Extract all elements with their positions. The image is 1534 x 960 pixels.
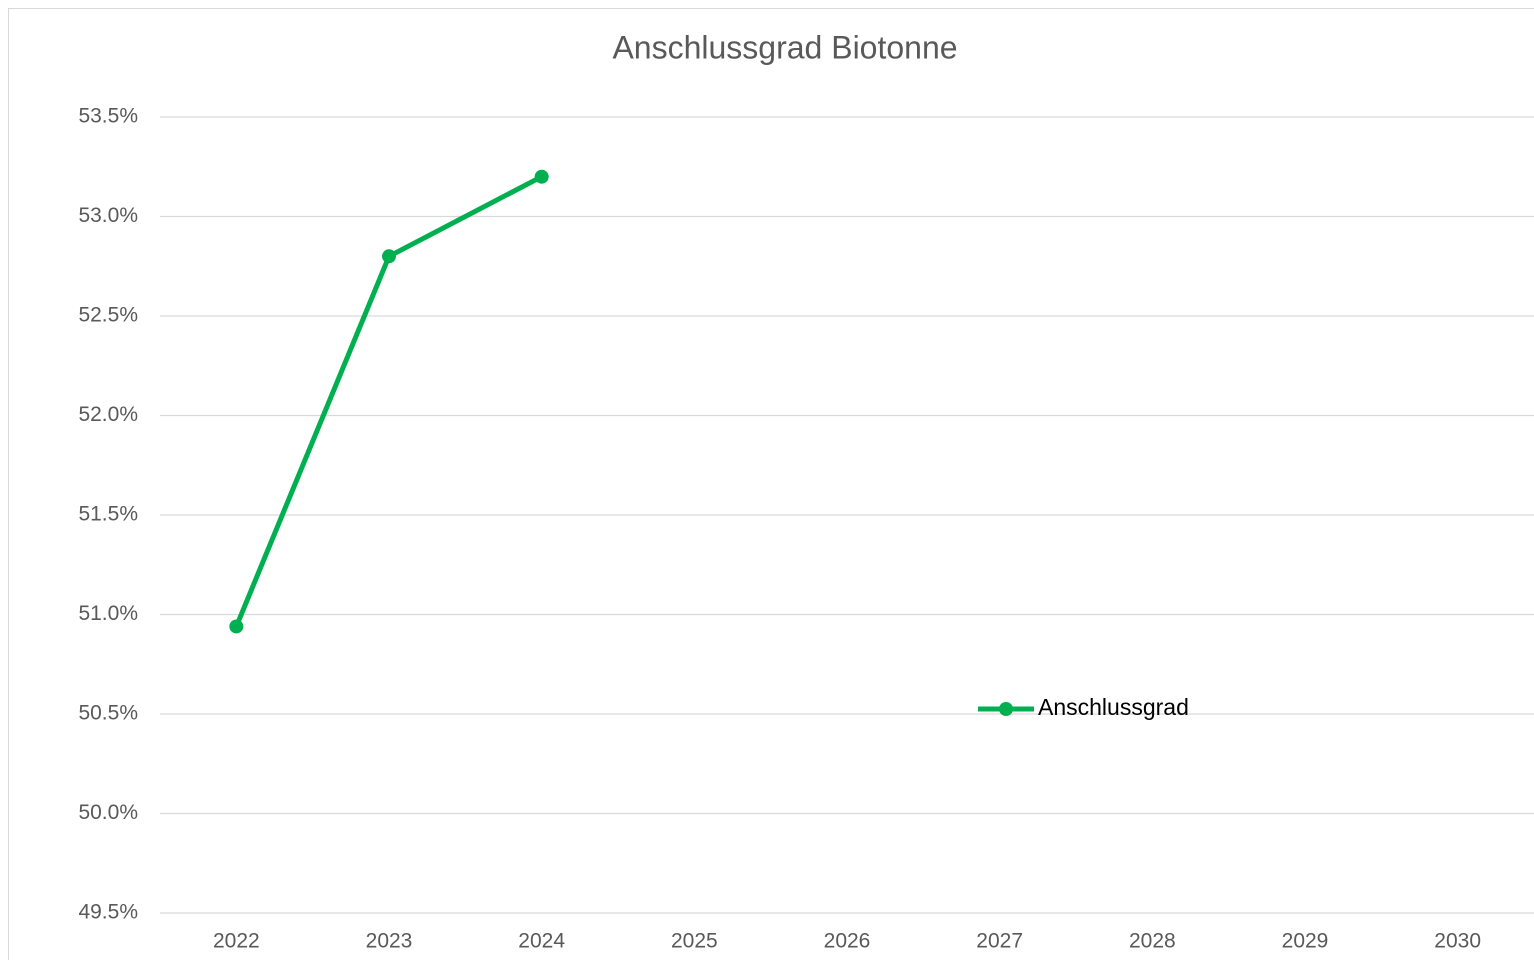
x-tick-label: 2030 (1434, 930, 1481, 953)
y-tick-label: 50.5% (78, 702, 138, 725)
x-tick-label: 2025 (671, 930, 718, 953)
x-tick-label: 2028 (1129, 930, 1176, 953)
data-point (229, 619, 244, 634)
y-tick-label: 49.5% (78, 901, 138, 924)
legend-label: Anschlussgrad (1038, 694, 1189, 720)
y-tick-label: 52.0% (78, 403, 138, 426)
x-tick-label: 2029 (1282, 930, 1329, 953)
x-tick-label: 2023 (366, 930, 413, 953)
x-tick-label: 2022 (213, 930, 260, 953)
y-tick-label: 51.5% (78, 503, 138, 526)
data-point (534, 169, 549, 184)
chart-title: Anschlussgrad Biotonne (612, 29, 957, 65)
y-tick-label: 53.0% (78, 204, 138, 227)
y-tick-label: 52.5% (78, 304, 138, 327)
y-tick-label: 53.5% (78, 105, 138, 128)
y-tick-label: 50.0% (78, 801, 138, 824)
chart-frame (8, 8, 1534, 960)
x-tick-label: 2026 (824, 930, 871, 953)
legend-marker (999, 702, 1013, 716)
data-point (382, 249, 396, 264)
y-tick-label: 51.0% (78, 602, 138, 625)
x-tick-label: 2024 (518, 930, 565, 953)
x-tick-label: 2027 (976, 930, 1023, 953)
